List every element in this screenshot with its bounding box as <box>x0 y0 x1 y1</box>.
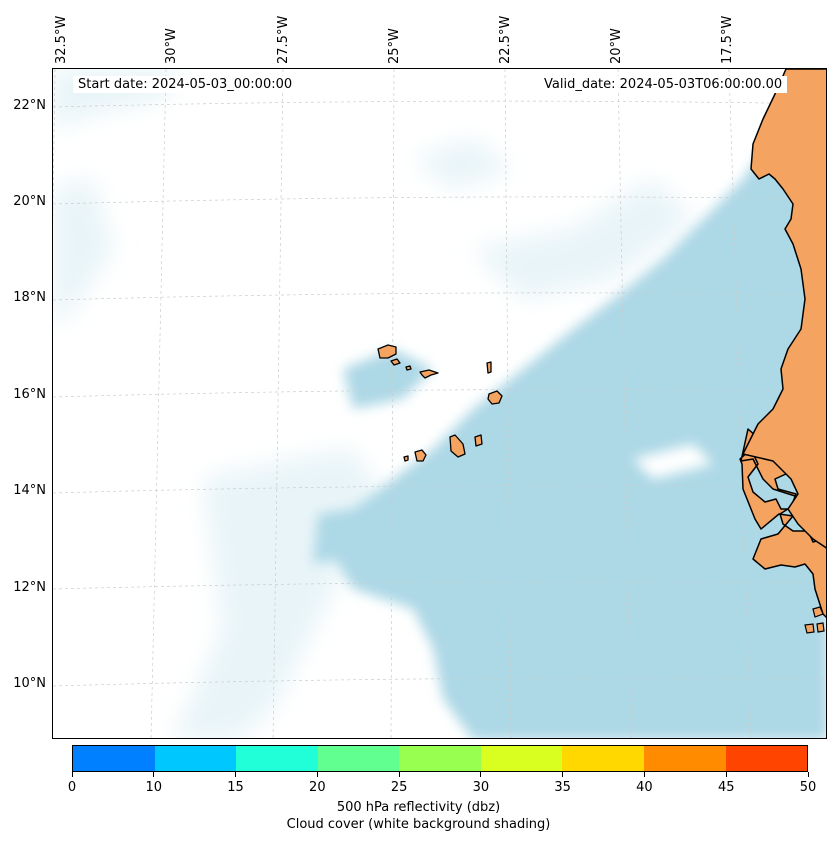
valid-date-label: Valid_date: 2024-05-03T06:00:00.00 <box>539 76 788 93</box>
cloud-gaps <box>373 119 713 479</box>
lon-label-32-5w: 32.5°W <box>54 15 69 64</box>
cape-verde-islands <box>377 344 503 462</box>
colorbar-label-cloud-cover: Cloud cover (white background shading) <box>286 817 551 832</box>
colorbar-tick-label: 50 <box>799 780 817 795</box>
lat-label-18n: 18°N <box>13 290 46 305</box>
colorbar-tick-mark <box>153 772 155 777</box>
cloud-cover <box>313 70 826 738</box>
island-santiago <box>449 434 466 458</box>
lat-label-14n: 14°N <box>13 483 46 498</box>
island-sao-nicolau <box>419 369 439 379</box>
colorbar-segment <box>725 746 808 771</box>
colorbar-tick-mark <box>562 772 564 777</box>
island-fogo <box>414 449 427 462</box>
reflectivity-colorbar <box>72 745 808 772</box>
colorbar-tick-label: 20 <box>309 780 326 795</box>
colorbar-segment <box>399 746 481 771</box>
colorbar-tick-mark <box>725 772 727 777</box>
colorbar-tick-label: 25 <box>390 780 408 795</box>
colorbar-segment <box>236 746 318 771</box>
lon-label-17-5w: 17.5°W <box>720 15 735 64</box>
map-panel[interactable] <box>52 68 827 739</box>
colorbar-tick-mark <box>235 772 237 777</box>
colorbar-segment <box>562 746 644 771</box>
lon-label-22-5w: 22.5°W <box>498 15 513 64</box>
colorbar-tick-label: 0 <box>67 780 77 795</box>
lat-label-12n: 12°N <box>13 580 46 595</box>
lon-label-27-5w: 27.5°W <box>276 15 291 64</box>
colorbar-tick-label: 40 <box>636 780 653 795</box>
lon-label-20w: 20°W <box>609 28 624 64</box>
gridlines <box>53 69 826 738</box>
start-date-label: Start date: 2024-05-03_00:00:00 <box>73 76 298 93</box>
island-santo-antao <box>377 344 397 359</box>
lon-label-30w: 30°W <box>164 28 179 64</box>
colorbar-tick-mark <box>643 772 645 777</box>
colorbar-tick-label: 15 <box>227 780 244 795</box>
colorbar-segment <box>643 746 726 771</box>
colorbar-tick-label: 35 <box>554 780 571 795</box>
colorbar-tick-mark <box>807 772 809 777</box>
colorbar-segment <box>73 746 155 771</box>
lat-label-22n: 22°N <box>13 98 46 113</box>
lon-label-25w: 25°W <box>387 28 402 64</box>
colorbar-tick-label: 10 <box>145 780 163 795</box>
island-maio <box>474 434 483 447</box>
bijagos-islands <box>804 606 825 634</box>
colorbar-tick-label: 45 <box>717 780 735 795</box>
african-coastline <box>739 69 826 619</box>
island-brava <box>403 455 409 462</box>
island-boa-vista <box>487 390 503 405</box>
lat-label-20n: 20°N <box>13 194 46 209</box>
island-sao-vicente <box>390 358 401 366</box>
colorbar-segment <box>317 746 400 771</box>
colorbar-tick-mark <box>480 772 482 777</box>
lat-label-16n: 16°N <box>13 387 46 402</box>
colorbar-tick-mark <box>398 772 400 777</box>
island-sal <box>486 361 492 374</box>
colorbar-segment <box>480 746 563 771</box>
island-santa-luzia <box>405 365 412 371</box>
colorbar-tick-mark <box>71 772 73 777</box>
colorbar-tick-mark <box>316 772 318 777</box>
map-canvas <box>53 69 826 738</box>
colorbar-tick-label: 30 <box>472 780 490 795</box>
colorbar-segment <box>154 746 237 771</box>
lat-label-10n: 10°N <box>13 676 46 691</box>
colorbar-label-reflectivity: 500 hPa reflectivity (dbz) <box>336 800 501 815</box>
